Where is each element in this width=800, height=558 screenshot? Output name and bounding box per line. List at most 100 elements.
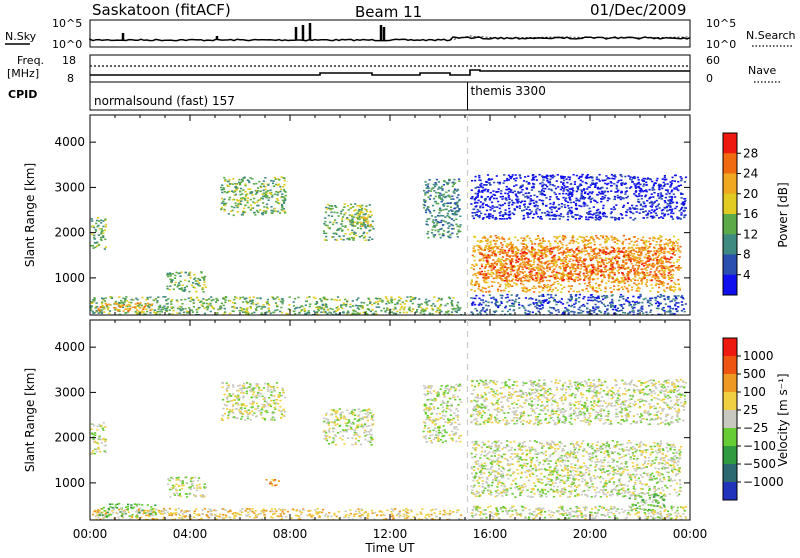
- power-cell: [621, 279, 623, 281]
- power-cell: [576, 274, 578, 276]
- power-cell: [249, 177, 251, 179]
- power-cell: [625, 250, 627, 252]
- power-cell: [225, 203, 227, 205]
- power-cell: [400, 298, 402, 300]
- power-cell: [550, 254, 552, 256]
- power-cell: [184, 287, 186, 289]
- power-cell: [293, 301, 295, 303]
- power-cell: [197, 278, 199, 280]
- power-cell: [641, 302, 643, 304]
- power-cell: [598, 238, 600, 240]
- power-cell: [600, 270, 602, 272]
- power-cell: [120, 300, 122, 302]
- power-cell: [387, 309, 389, 311]
- power-cell: [481, 266, 483, 268]
- power-cell: [367, 308, 369, 310]
- power-cell: [613, 209, 615, 211]
- power-cell: [678, 250, 680, 252]
- power-cell: [309, 306, 311, 308]
- power-cell: [448, 225, 450, 227]
- power-cell: [510, 244, 512, 246]
- power-cell: [668, 205, 670, 207]
- power-cell: [453, 214, 455, 216]
- power-cell: [636, 240, 638, 242]
- power-cell: [645, 210, 647, 212]
- power-cell: [620, 304, 622, 306]
- power-cell: [628, 243, 630, 245]
- power-cell: [504, 280, 506, 282]
- power-cell: [487, 264, 489, 266]
- power-cell: [281, 205, 283, 207]
- power-cell: [357, 217, 359, 219]
- power-cell: [605, 283, 607, 285]
- power-cell: [577, 264, 579, 266]
- power-cell: [603, 215, 605, 217]
- power-cell: [615, 280, 617, 282]
- power-cell: [324, 239, 326, 241]
- power-cell: [427, 185, 429, 187]
- power-cell: [520, 187, 522, 189]
- power-cell: [485, 255, 487, 257]
- power-cell: [212, 299, 214, 301]
- power-cell: [620, 199, 622, 201]
- power-cell: [508, 250, 510, 252]
- power-cell: [665, 179, 667, 181]
- power-cell: [281, 207, 283, 209]
- power-cell: [675, 250, 677, 252]
- power-cell: [167, 306, 169, 308]
- power-cell: [504, 203, 506, 205]
- power-cell: [541, 186, 543, 188]
- power-cell: [251, 313, 253, 315]
- power-cell: [167, 298, 169, 300]
- power-cell: [193, 274, 195, 276]
- power-cell: [224, 210, 226, 212]
- power-cell: [322, 311, 324, 313]
- power-cell: [458, 180, 460, 182]
- power-cell: [137, 302, 139, 304]
- power-cell: [546, 255, 548, 257]
- power-cell: [181, 303, 183, 305]
- power-cell: [274, 194, 276, 196]
- power-cell: [634, 218, 636, 220]
- power-cell: [485, 198, 487, 200]
- power-cell: [661, 265, 663, 267]
- power-cell: [158, 306, 160, 308]
- power-cell: [660, 244, 662, 246]
- power-cell: [171, 279, 173, 281]
- power-cell: [486, 260, 488, 262]
- power-cell: [666, 261, 668, 263]
- power-cell: [557, 243, 559, 245]
- power-cell: [633, 250, 635, 252]
- power-cell: [538, 259, 540, 261]
- power-cell: [244, 177, 246, 179]
- power-cell: [623, 235, 625, 237]
- power-cell: [100, 237, 102, 239]
- power-cell: [612, 278, 614, 280]
- power-cell: [627, 248, 629, 250]
- power-cell: [555, 274, 557, 276]
- power-cell: [239, 191, 241, 193]
- power-cell: [300, 305, 302, 307]
- power-cell: [648, 255, 650, 257]
- power-cell: [649, 312, 651, 314]
- power-cell: [669, 196, 671, 198]
- power-cell: [570, 183, 572, 185]
- power-cell: [559, 257, 561, 259]
- power-cell: [284, 200, 286, 202]
- power-cell: [251, 207, 253, 209]
- power-cell: [664, 183, 666, 185]
- power-cell: [399, 312, 401, 314]
- power-cell: [559, 193, 561, 195]
- power-cell: [507, 272, 509, 274]
- power-cell: [390, 296, 392, 298]
- power-cell: [503, 182, 505, 184]
- power-cell: [282, 303, 284, 305]
- power-cell: [323, 230, 325, 232]
- power-cell: [650, 271, 652, 273]
- power-cell: [271, 196, 273, 198]
- power-cell: [95, 223, 97, 225]
- power-cell: [92, 311, 94, 313]
- power-cell: [437, 231, 439, 233]
- power-cell: [506, 269, 508, 271]
- power-cell: [638, 283, 640, 285]
